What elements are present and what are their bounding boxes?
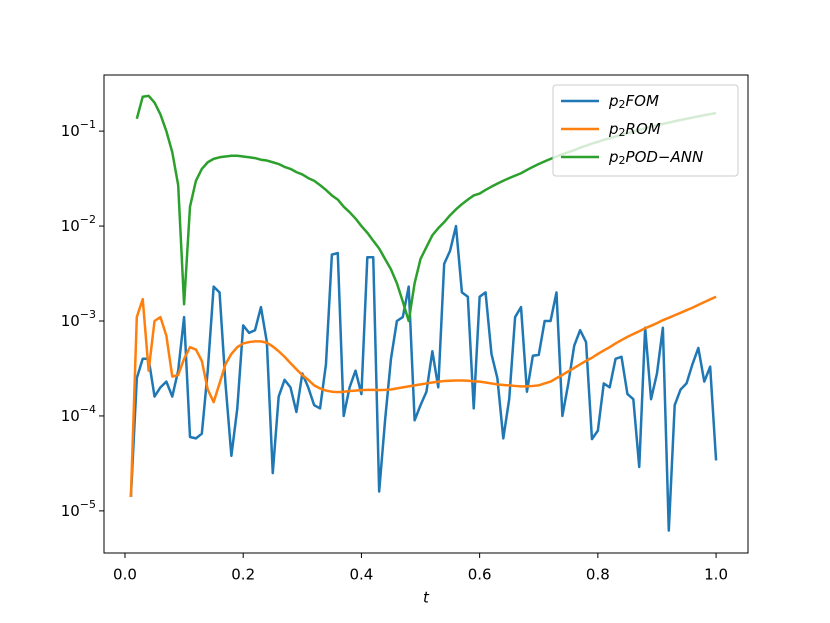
series-line bbox=[129, 295, 717, 498]
legend-label: p2POD−ANN bbox=[608, 148, 703, 168]
series-line bbox=[129, 224, 718, 532]
axes-frame bbox=[103, 74, 749, 554]
x-tick-label: 0.8 bbox=[586, 566, 610, 584]
y-tick-label: 10−5 bbox=[61, 498, 96, 519]
y-tick-label: 10−2 bbox=[61, 213, 96, 235]
x-tick-label: 0.2 bbox=[231, 566, 255, 584]
x-tick-label: 0.4 bbox=[349, 566, 373, 584]
y-tick-label: 10−3 bbox=[61, 308, 96, 330]
legend-box bbox=[552, 84, 739, 177]
y-tick-label: 10−1 bbox=[61, 118, 96, 140]
x-tick-label: 0.0 bbox=[113, 566, 137, 584]
legend-label: p2FOM bbox=[608, 92, 659, 112]
x-axis-label: t bbox=[423, 589, 430, 607]
x-tick-label: 1.0 bbox=[704, 566, 728, 584]
y-tick-label: 10−4 bbox=[61, 403, 96, 425]
x-tick-label: 0.6 bbox=[468, 566, 492, 584]
legend-label: p2ROM bbox=[608, 120, 661, 140]
